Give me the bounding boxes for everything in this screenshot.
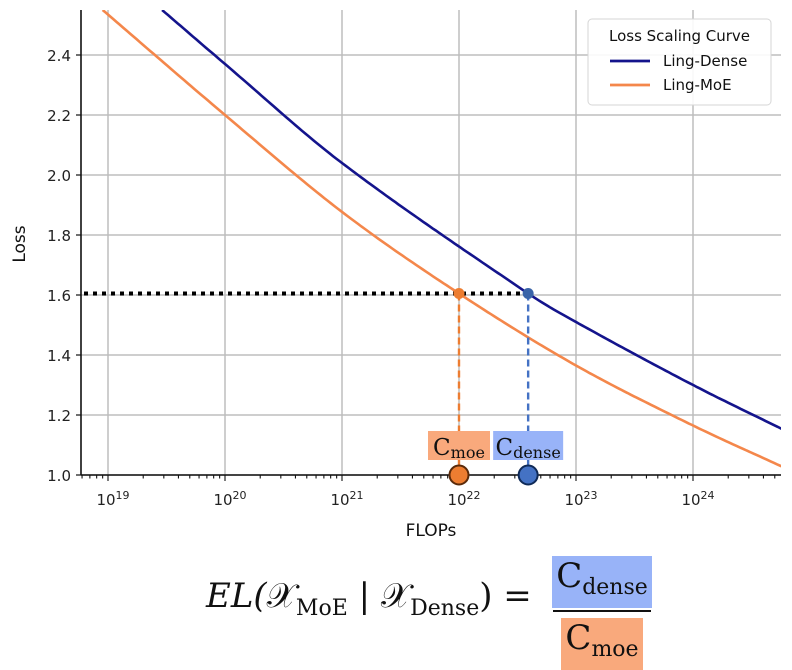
y-tick-label: 2.4 xyxy=(47,47,71,65)
formula-numerator: Cdense xyxy=(552,556,652,608)
x-tick-label: 1020 xyxy=(213,489,246,509)
x-tick-label: 1024 xyxy=(681,489,714,509)
legend-entry-label: Ling-MoE xyxy=(663,76,732,94)
formula-fraction: Cdense Cmoe xyxy=(552,556,652,670)
formula-lhs: EL(𝒳MoE | 𝒳Dense) = xyxy=(206,576,532,621)
legend-entry-label: Ling-Dense xyxy=(663,52,747,70)
x-tick-label: 1022 xyxy=(447,489,480,509)
y-tick-label: 1.0 xyxy=(47,467,71,485)
formula-x-moe: 𝒳 xyxy=(266,576,296,616)
annotations: Cmoe Cdense xyxy=(84,288,564,486)
tick-labels: 1.0 1.2 1.4 1.6 1.8 2.0 2.2 2.4 1019 1020 1021 1022… xyxy=(47,47,714,509)
y-tick-label: 1.4 xyxy=(47,347,71,365)
x-axis-label: FLOPs xyxy=(406,521,457,541)
den-sub: moe xyxy=(591,637,639,662)
formula-denominator: Cmoe xyxy=(561,618,643,670)
y-tick-label: 2.2 xyxy=(47,107,71,125)
c-dense-intersection-dot xyxy=(522,288,534,299)
c-moe-label: Cmoe xyxy=(433,435,485,462)
formula-sub-dense: Dense xyxy=(410,596,480,621)
y-tick-label: 2.0 xyxy=(47,167,71,185)
c-moe-label-box xyxy=(428,431,490,460)
x-tick-label: 1021 xyxy=(330,489,363,509)
y-tick-label: 1.2 xyxy=(47,407,71,425)
axes xyxy=(76,10,781,481)
legend-box xyxy=(587,18,772,106)
x-tick-label: 1023 xyxy=(564,489,597,509)
c-dense-axis-marker xyxy=(517,464,539,486)
den-symbol: C xyxy=(565,618,592,658)
series-line-ling-dense xyxy=(161,10,781,430)
efficiency-leverage-formula: EL(𝒳MoE | 𝒳Dense) = Cdense Cmoe xyxy=(0,556,792,670)
x-tick-label: 1019 xyxy=(96,489,129,509)
c-moe-axis-marker xyxy=(448,464,470,486)
formula-separator: | xyxy=(347,576,381,616)
formula-equals: ) = xyxy=(479,576,532,616)
formula-el: EL( xyxy=(206,576,267,616)
c-moe-intersection-dot xyxy=(453,288,465,299)
fraction-bar xyxy=(553,610,651,612)
num-sub: dense xyxy=(582,575,648,600)
y-axis-label: Loss xyxy=(10,225,30,262)
y-tick-label: 1.8 xyxy=(47,227,71,245)
legend-title: Loss Scaling Curve xyxy=(609,27,750,45)
num-symbol: C xyxy=(556,556,583,596)
series-line-ling-moe xyxy=(101,10,781,468)
c-dense-label-box xyxy=(493,431,564,460)
loss-scaling-chart: 1.0 1.2 1.4 1.6 1.8 2.0 2.2 2.4 1019 1020 1021 1022… xyxy=(10,10,781,541)
y-tick-label: 1.6 xyxy=(47,287,71,305)
formula-x-dense: 𝒳 xyxy=(380,576,411,616)
formula-sub-moe: MoE xyxy=(295,596,348,621)
series-lines xyxy=(101,10,781,468)
c-dense-label: Cdense xyxy=(495,435,560,462)
legend: Loss Scaling Curve Ling-Dense Ling-MoE xyxy=(587,18,772,106)
